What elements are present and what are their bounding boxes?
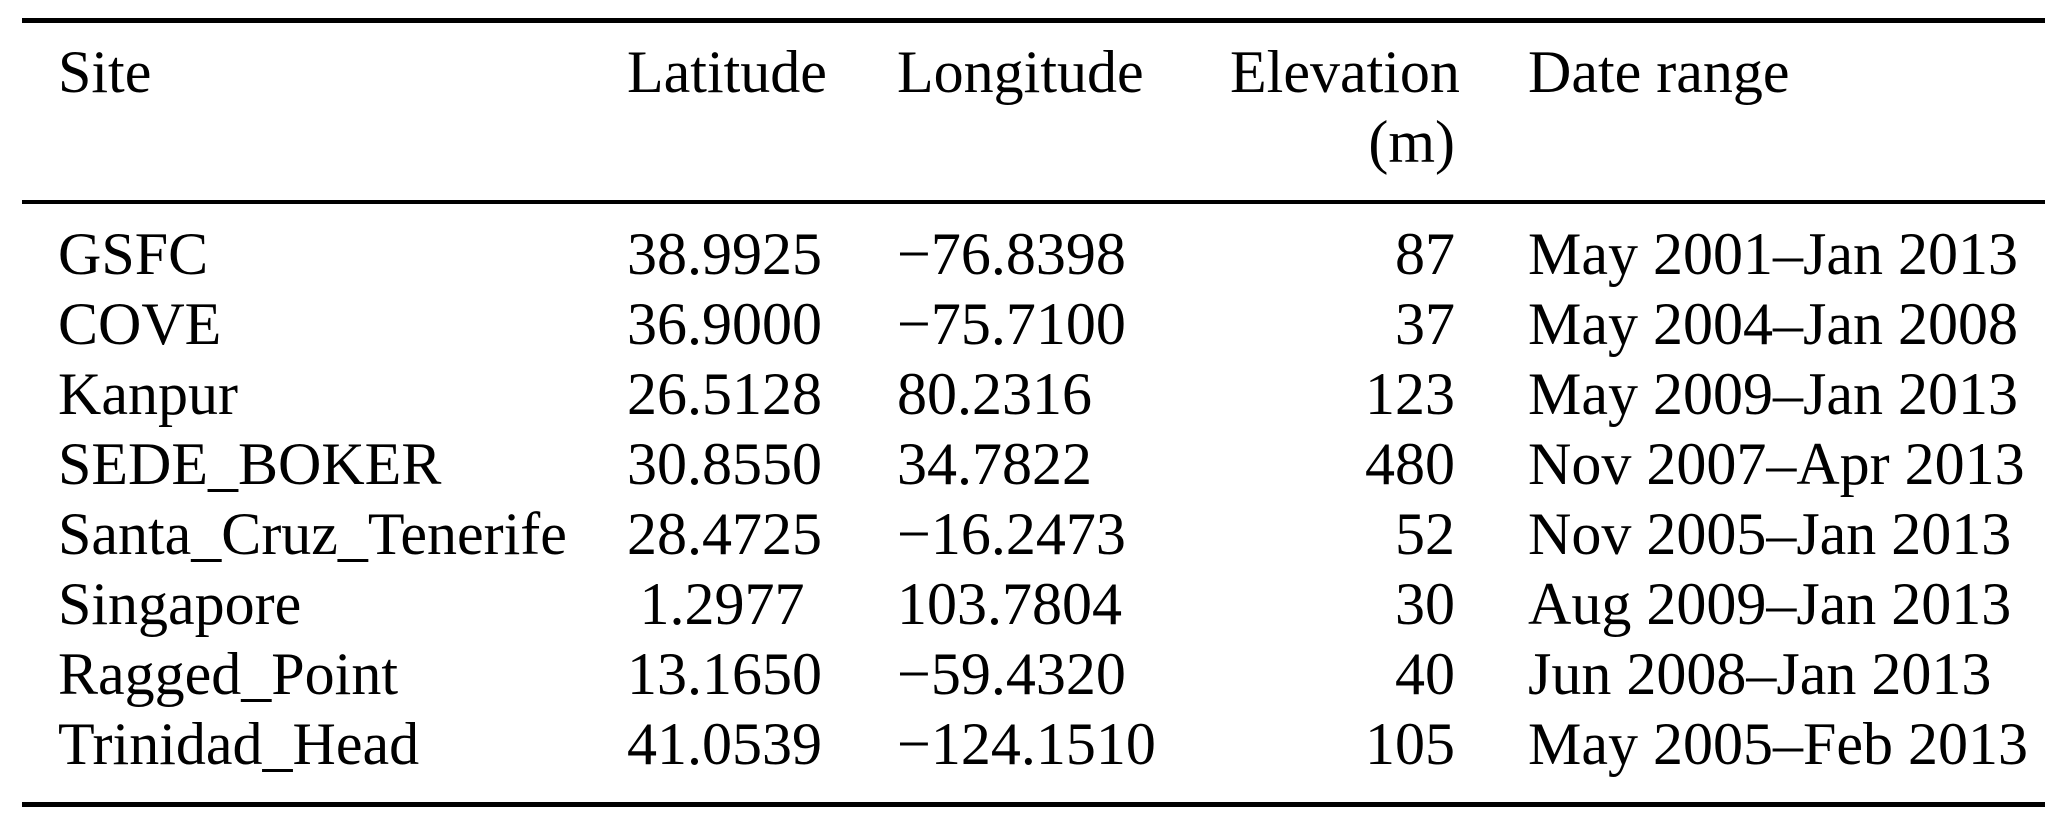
longitude-cell: 34.7822 (897, 430, 1092, 497)
date-range-cell: May 2005–Feb 2013 (1528, 710, 2028, 777)
column-header-site: Site (58, 39, 152, 105)
table-top-rule (22, 18, 2045, 23)
elevation-cell: 30 (1395, 570, 1455, 637)
table-row: Ragged_Point 13.1650 −59.4320 40 Jun 2008–Ja… (58, 639, 2015, 709)
latitude-cell: 13.1650 (627, 640, 822, 707)
latitude-cell: 1.2977 (639, 570, 805, 637)
elevation-cell: 40 (1395, 640, 1455, 707)
site-cell: GSFC (58, 220, 209, 287)
column-header-elevation: Elevation (m) (1230, 37, 1460, 177)
elevation-cell: 37 (1395, 290, 1455, 357)
date-range-cell: May 2001–Jan 2013 (1528, 220, 2018, 287)
site-cell: Trinidad_Head (58, 710, 420, 777)
column-header-latitude: Latitude (627, 39, 827, 105)
table-row: SEDE_BOKER 30.8550 34.7822 480 Nov 2007–Apr … (58, 429, 2025, 499)
longitude-cell: −76.8398 (897, 220, 1126, 287)
latitude-cell: 28.4725 (627, 500, 822, 567)
column-header-elevation-unit: (m) (1368, 109, 1455, 175)
site-cell: COVE (58, 290, 222, 357)
latitude-cell: 26.5128 (627, 360, 822, 427)
table-row: Santa_Cruz_Tenerife 28.4725 −16.2473 52 Nov … (58, 499, 2015, 569)
elevation-cell: 105 (1365, 710, 1455, 777)
longitude-cell: −16.2473 (897, 500, 1126, 567)
column-header-elevation-label: Elevation (1230, 39, 1460, 105)
column-header-longitude: Longitude (897, 39, 1144, 105)
elevation-cell: 52 (1395, 500, 1455, 567)
site-cell: SEDE_BOKER (58, 430, 442, 497)
table-row: GSFC 38.9925 −76.8398 87 May 2001–Jan 2013 (58, 219, 2018, 289)
date-range-cell: May 2009–Jan 2013 (1528, 360, 2018, 427)
longitude-cell: −75.7100 (897, 290, 1126, 357)
latitude-cell: 41.0539 (627, 710, 822, 777)
latitude-cell: 38.9925 (627, 220, 822, 287)
elevation-cell: 480 (1365, 430, 1455, 497)
table-header: Site Latitude Longitude Elevation (m) Da… (0, 23, 2067, 177)
table-body: GSFC 38.9925 −76.8398 87 May 2001–Jan 2013 CO… (0, 204, 2067, 779)
site-cell: Ragged_Point (58, 640, 398, 707)
longitude-cell: 103.7804 (897, 570, 1122, 637)
latitude-cell: 30.8550 (627, 430, 822, 497)
elevation-cell: 123 (1365, 360, 1455, 427)
longitude-cell: 80.2316 (897, 360, 1092, 427)
elevation-cell: 87 (1395, 220, 1455, 287)
table-row: Kanpur 26.5128 80.2316 123 May 2009–Jan 2013 (58, 359, 2018, 429)
date-range-cell: May 2004–Jan 2008 (1528, 290, 2018, 357)
site-cell: Singapore (58, 570, 302, 637)
latitude-cell: 36.9000 (627, 290, 822, 357)
table-header-row: Site Latitude Longitude Elevation (m) Da… (58, 37, 2015, 177)
table-row: Trinidad_Head 41.0539 −124.1510 105 May 2005… (58, 709, 2028, 779)
date-range-cell: Jun 2008–Jan 2013 (1528, 640, 1992, 707)
longitude-cell: −124.1510 (897, 710, 1156, 777)
site-cell: Santa_Cruz_Tenerife (58, 500, 567, 567)
longitude-cell: −59.4320 (897, 640, 1126, 707)
table-row: Singapore 1.2977 103.7804 30 Aug 2009–Jan 20… (58, 569, 2015, 639)
date-range-cell: Aug 2009–Jan 2013 (1528, 570, 2012, 637)
date-range-cell: Nov 2007–Apr 2013 (1528, 430, 2025, 497)
date-range-cell: Nov 2005–Jan 2013 (1528, 500, 2012, 567)
table-bottom-rule (22, 802, 2045, 807)
table-header-separator-rule (22, 200, 2045, 204)
column-header-date-range: Date range (1528, 39, 1790, 105)
site-cell: Kanpur (58, 360, 238, 427)
table-row: COVE 36.9000 −75.7100 37 May 2004–Jan 2008 (58, 289, 2018, 359)
